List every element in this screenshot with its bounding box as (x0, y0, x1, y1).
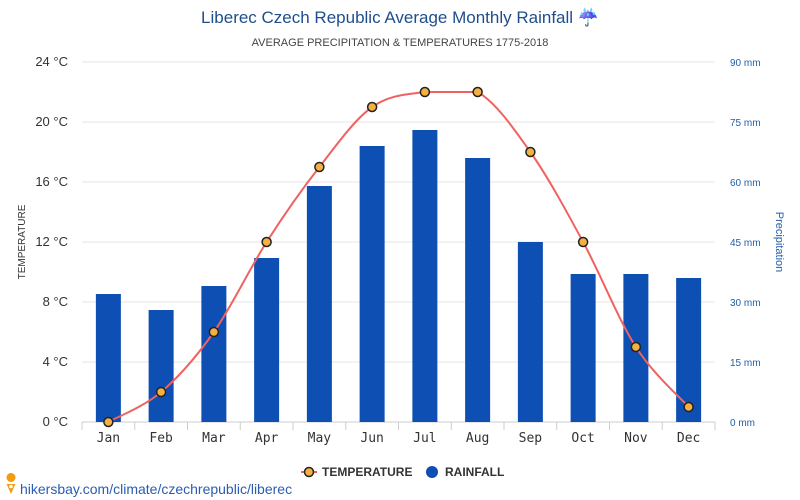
temperature-point[interactable] (472, 86, 483, 98)
temperature-point[interactable] (314, 161, 325, 173)
y-right-tick-label: 90 mm (730, 58, 761, 69)
legend-temperature-marker (303, 466, 315, 478)
y-right-tick-label: 75 mm (730, 118, 761, 129)
y-axis-left: 0 °C 4 °C 8 °C 12 °C 16 °C 20 °C 24 °C (35, 54, 68, 429)
x-tick-label: Sep (519, 431, 543, 446)
legend-item-rainfall[interactable]: RAINFALL (426, 465, 504, 479)
y-left-tick-label: 20 °C (35, 114, 68, 129)
x-tick-label: Jun (360, 431, 383, 446)
legend-rainfall-marker (426, 466, 438, 478)
rainfall-bar[interactable] (359, 146, 385, 422)
temperature-line-path (107, 91, 690, 423)
rainfall-bar[interactable] (570, 274, 596, 422)
y-axis-left-label: TEMPERATURE (17, 204, 28, 279)
temperature-point[interactable] (103, 416, 114, 428)
legend-rainfall-label: RAINFALL (445, 465, 504, 479)
x-tick-label: Nov (624, 431, 648, 446)
x-tick-label: Dec (677, 431, 700, 446)
rainfall-bar[interactable] (201, 286, 227, 422)
temperature-point[interactable] (208, 326, 220, 338)
y-right-tick-label: 0 mm (730, 418, 755, 429)
x-tick-label: Feb (149, 431, 173, 446)
chart-subtitle: AVERAGE PRECIPITATION & TEMPERATURES 177… (252, 37, 549, 49)
rainfall-bar[interactable] (676, 278, 702, 422)
rainfall-bar[interactable] (412, 130, 438, 422)
location-pin-dot (9, 484, 13, 489)
x-tick-label: Mar (202, 431, 226, 446)
source-link[interactable]: hikersbay.com/climate/czechrepublic/libe… (6, 473, 293, 497)
rainfall-bar[interactable] (148, 310, 174, 422)
rainfall-bar[interactable] (465, 158, 491, 422)
temperature-point[interactable] (630, 341, 642, 353)
temperature-point[interactable] (419, 86, 431, 98)
legend: TEMPERATURE RAINFALL (301, 465, 504, 479)
rainfall-bar[interactable] (306, 186, 332, 422)
temperature-line (103, 86, 694, 428)
source-url[interactable]: hikersbay.com/climate/czechrepublic/libe… (20, 481, 292, 497)
y-left-tick-label: 8 °C (43, 294, 68, 309)
y-right-tick-label: 15 mm (730, 358, 761, 369)
y-left-tick-label: 24 °C (35, 54, 68, 69)
location-pin-icon (6, 473, 16, 494)
y-left-tick-label: 0 °C (43, 414, 68, 429)
legend-item-temperature[interactable]: TEMPERATURE (301, 465, 412, 479)
chart-title: Liberec Czech Republic Average Monthly R… (201, 7, 599, 27)
temperature-point[interactable] (577, 236, 589, 248)
y-right-tick-label: 45 mm (730, 238, 761, 249)
rainfall-bar[interactable] (517, 242, 543, 422)
x-tick-label: Aug (466, 431, 489, 446)
rainfall-bar[interactable] (254, 258, 280, 422)
y-left-tick-label: 4 °C (43, 354, 68, 369)
temperature-point[interactable] (366, 101, 378, 113)
y-axis-right: 0 mm 15 mm 30 mm 45 mm 60 mm 75 mm 90 mm (730, 58, 761, 429)
legend-temperature-label: TEMPERATURE (322, 465, 412, 479)
temperature-point[interactable] (261, 236, 272, 248)
rainfall-bars (95, 130, 702, 422)
rainfall-bar[interactable] (95, 294, 121, 422)
temperature-point[interactable] (683, 401, 694, 413)
y-right-tick-label: 30 mm (730, 298, 761, 309)
x-tick-label: Apr (255, 431, 279, 446)
x-axis: Jan Feb Mar Apr May Jun Jul Aug Sep Oct Nov Dec (81, 422, 716, 446)
y-right-tick-label: 60 mm (730, 178, 761, 189)
x-tick-label: Oct (571, 431, 594, 446)
y-left-tick-label: 16 °C (35, 174, 68, 189)
gridlines (82, 61, 715, 423)
x-tick-label: Jan (97, 431, 120, 446)
temperature-point[interactable] (155, 386, 167, 398)
x-tick-label: Jul (413, 431, 436, 446)
temperature-point[interactable] (525, 146, 536, 158)
y-axis-right-label: Precipitation (773, 212, 785, 273)
x-tick-label: May (308, 431, 332, 446)
y-left-tick-label: 12 °C (35, 234, 68, 249)
